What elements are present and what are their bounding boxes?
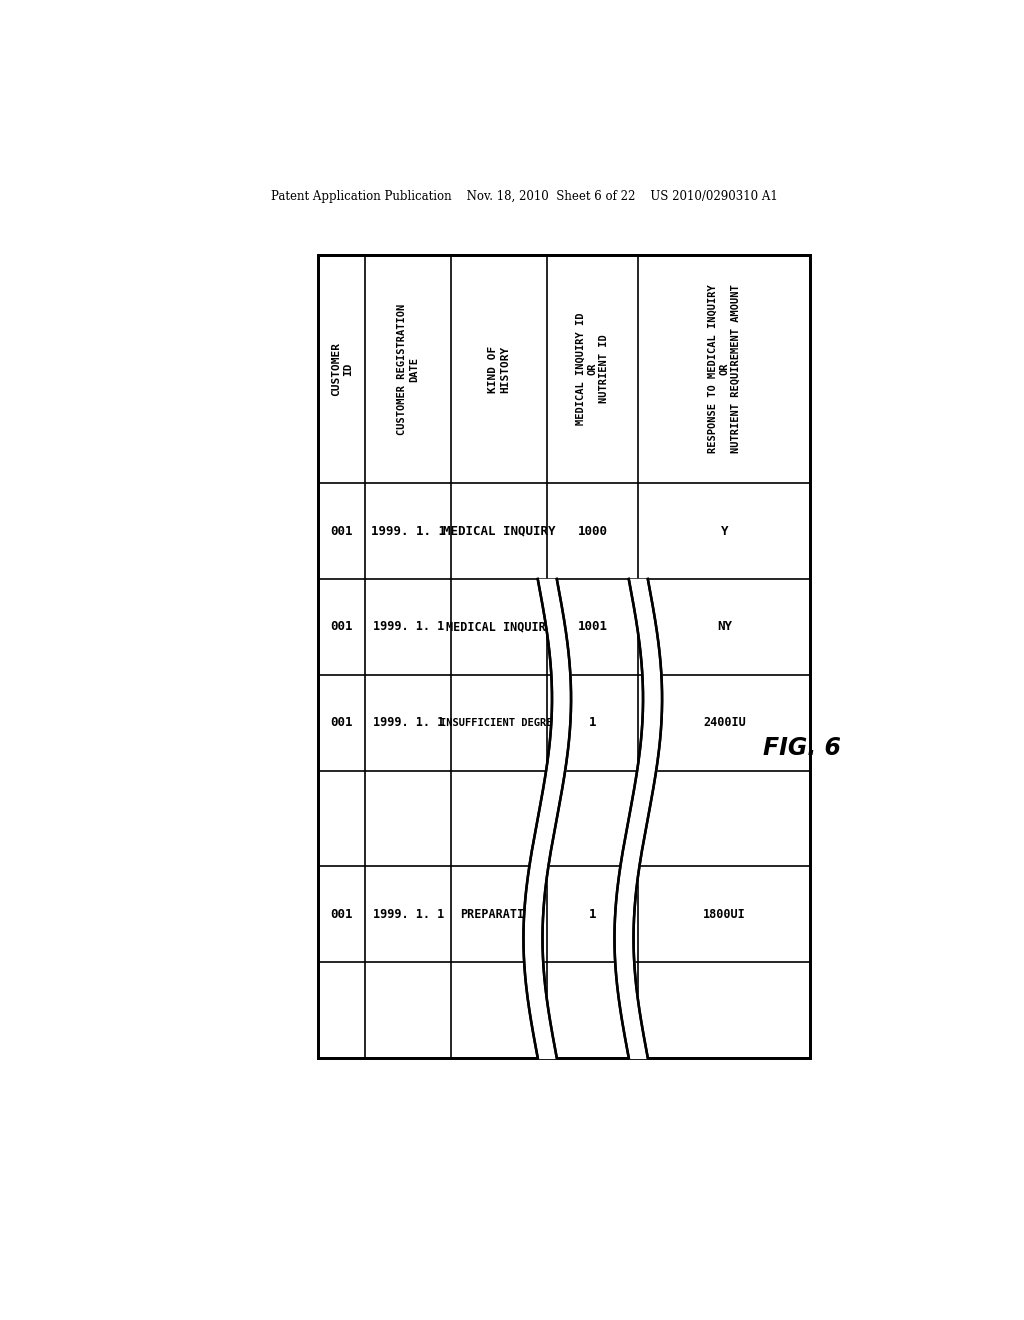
Text: NY: NY — [717, 620, 732, 634]
Text: 1999. 1. 1: 1999. 1. 1 — [373, 620, 443, 634]
Text: PREPARATION: PREPARATION — [460, 908, 539, 921]
Text: RESPONSE TO MEDICAL INQUIRY
OR
NUTRIENT REQUIREMENT AMOUNT: RESPONSE TO MEDICAL INQUIRY OR NUTRIENT … — [708, 285, 741, 454]
Text: Y: Y — [721, 524, 728, 537]
Text: 1: 1 — [589, 908, 597, 921]
Text: 001: 001 — [331, 620, 353, 634]
Text: 1800UI: 1800UI — [703, 908, 745, 921]
Text: 1999. 1. 1: 1999. 1. 1 — [373, 908, 443, 921]
Text: 1001: 1001 — [578, 620, 608, 634]
Text: Patent Application Publication    Nov. 18, 2010  Sheet 6 of 22    US 2010/029031: Patent Application Publication Nov. 18, … — [271, 190, 778, 202]
Text: 2400IU: 2400IU — [703, 717, 745, 729]
Text: CUSTOMER REGISTRATION
DATE: CUSTOMER REGISTRATION DATE — [397, 304, 419, 434]
Text: 1999. 1. 1: 1999. 1. 1 — [371, 524, 445, 537]
Text: 001: 001 — [331, 908, 353, 921]
Text: 1000: 1000 — [578, 524, 608, 537]
Bar — [318, 255, 811, 1057]
Text: CUSTOMER
ID: CUSTOMER ID — [331, 342, 352, 396]
Text: INSUFFICIENT DEGREE: INSUFFICIENT DEGREE — [440, 718, 559, 727]
Text: 1999. 1. 1: 1999. 1. 1 — [373, 717, 443, 729]
Text: KIND OF
HISTORY: KIND OF HISTORY — [488, 346, 510, 393]
Text: 001: 001 — [331, 717, 353, 729]
Text: MEDICAL INQUIRY ID
OR
NUTRIENT ID: MEDICAL INQUIRY ID OR NUTRIENT ID — [577, 313, 609, 425]
Text: FIG. 6: FIG. 6 — [763, 737, 841, 760]
Text: MEDICAL INQUIRY: MEDICAL INQUIRY — [445, 620, 553, 634]
Text: MEDICAL INQUIRY: MEDICAL INQUIRY — [443, 524, 556, 537]
Text: 1: 1 — [589, 717, 597, 729]
Text: 001: 001 — [331, 524, 353, 537]
